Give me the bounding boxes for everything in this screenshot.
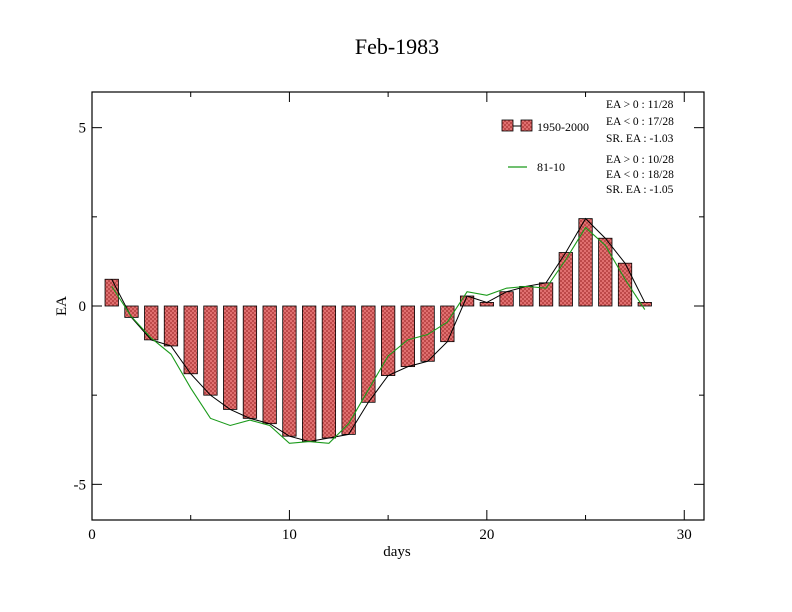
stat-negative-1950-2000: EA < 0 : 17/28	[606, 116, 674, 128]
stat-sr-81-10: SR. EA : -1.05	[606, 184, 674, 196]
bar-day-9	[262, 305, 277, 425]
x-tick-label-30: 30	[677, 527, 692, 543]
y-tick-label-5: 5	[79, 121, 87, 137]
bar-day-16	[400, 305, 415, 368]
y-tick-label--5: -5	[74, 477, 87, 493]
bar-day-5	[183, 305, 198, 375]
stat-sr-1950-2000: SR. EA : -1.03	[606, 133, 674, 145]
bar-day-15	[381, 305, 396, 376]
bar-day-23	[538, 282, 554, 307]
x-axis-label: days	[383, 544, 411, 560]
bar-day-10	[282, 305, 297, 437]
legend-label-81-10: 81-10	[537, 160, 565, 174]
x-tick-label-20: 20	[479, 527, 494, 543]
stats-1950-2000: EA > 0 : 11/28 EA < 0 : 17/28 SR. EA : -…	[606, 99, 674, 145]
chart-title: Feb-1983	[355, 34, 439, 59]
stats-81-10: EA > 0 : 10/28 EA < 0 : 18/28 SR. EA : -…	[606, 154, 674, 196]
stat-negative-81-10: EA < 0 : 18/28	[606, 169, 674, 181]
bar-day-17	[420, 305, 435, 362]
bar-day-20	[479, 302, 494, 307]
bar-day-6	[203, 305, 218, 396]
y-tick-label-0: 0	[79, 299, 87, 315]
x-tick-label-10: 10	[282, 527, 297, 543]
bar-day-11	[302, 305, 317, 442]
bar-day-26	[598, 237, 613, 307]
bar-day-18	[440, 305, 455, 343]
bar-day-12	[321, 305, 337, 439]
stat-positive-1950-2000: EA > 0 : 11/28	[606, 99, 674, 111]
stat-positive-81-10: EA > 0 : 10/28	[606, 154, 674, 166]
legend-label-1950-2000: 1950-2000	[537, 120, 589, 134]
bar-day-22	[519, 285, 534, 307]
bars-layer	[104, 218, 652, 442]
y-axis-label: EA	[54, 296, 70, 316]
bar-day-27	[617, 262, 633, 307]
lines-layer	[111, 217, 646, 444]
legend-entry-bars: 1950-2000	[501, 119, 589, 134]
bar-day-7	[223, 305, 238, 410]
bar-day-14	[361, 305, 376, 403]
legend-bar-swatch-right	[520, 119, 533, 132]
legend: 1950-2000 81-10 EA > 0 : 11/28 EA < 0 : …	[501, 99, 674, 196]
legend-entry-line: 81-10	[508, 160, 565, 174]
ticks-layer: 0 10 20 30 -5 0 5	[74, 92, 704, 543]
bar-day-8	[242, 305, 258, 419]
line-81-10	[111, 226, 646, 444]
bar-day-4	[163, 305, 179, 347]
legend-bar-swatch-left	[501, 119, 514, 132]
x-tick-label-0: 0	[88, 527, 96, 543]
line-1950-2000	[111, 217, 646, 443]
